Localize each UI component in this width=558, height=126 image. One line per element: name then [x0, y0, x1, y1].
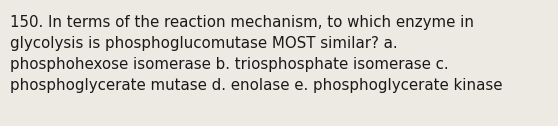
Text: 150. In terms of the reaction mechanism, to which enzyme in
glycolysis is phosph: 150. In terms of the reaction mechanism,…: [10, 15, 503, 93]
